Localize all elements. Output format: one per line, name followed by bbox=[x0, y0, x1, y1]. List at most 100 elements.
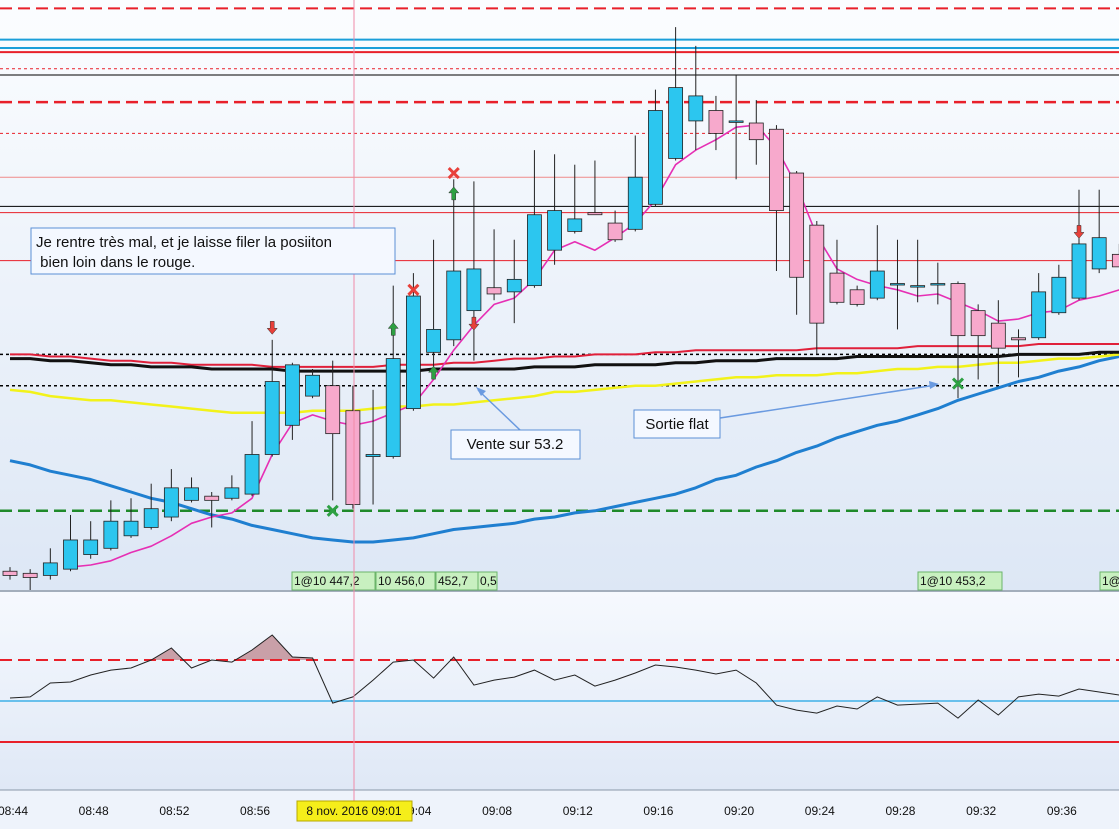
candle-body bbox=[789, 172, 805, 278]
trade-marker bbox=[447, 166, 460, 180]
trade-box bbox=[477, 571, 498, 591]
trade-label: 0,5 bbox=[480, 574, 497, 588]
candle-body bbox=[244, 454, 260, 495]
trade-marker bbox=[1073, 225, 1085, 239]
x-tick-label: 09:08 bbox=[482, 804, 512, 818]
oscillator-line bbox=[9, 634, 1119, 719]
overbought-fill bbox=[10, 635, 1119, 661]
candle-body bbox=[930, 283, 946, 286]
x-tick-label: 09:36 bbox=[1047, 804, 1077, 818]
trade-box bbox=[375, 571, 436, 591]
candle-body bbox=[910, 285, 926, 288]
candle-body bbox=[769, 128, 784, 211]
axis-layer: 08:44 08:48 08:52 08:56 09:04 09:08 09:12 09:16… bbox=[0, 804, 1077, 818]
candle-body bbox=[123, 520, 139, 537]
candle-body bbox=[547, 210, 562, 251]
x-tick-label: 09:20 bbox=[724, 804, 754, 818]
trade-marker bbox=[428, 365, 440, 380]
candle-body bbox=[184, 487, 199, 501]
indicator-line bbox=[10, 343, 1119, 368]
candle-body bbox=[688, 95, 704, 122]
candle-body bbox=[668, 87, 684, 159]
candle-body bbox=[284, 364, 300, 426]
candle-body bbox=[1091, 237, 1107, 270]
candle-body bbox=[405, 295, 421, 410]
candle-body bbox=[728, 120, 744, 123]
cursor-time: 8 nov. 2016 09:01 bbox=[296, 800, 413, 822]
x-tick-label: 08:44 bbox=[0, 804, 28, 818]
arrow bbox=[477, 389, 521, 431]
trade-label: 1@10 453,2 bbox=[920, 574, 986, 588]
exit-box bbox=[633, 409, 721, 439]
candle-body bbox=[1111, 253, 1119, 268]
annotation-sell: Vente sur 53.2 bbox=[450, 387, 581, 460]
trade-box bbox=[1099, 571, 1119, 591]
candle-body bbox=[446, 270, 462, 341]
candle-body bbox=[365, 454, 381, 457]
trade-marker bbox=[468, 316, 480, 331]
candle-body bbox=[869, 270, 885, 299]
candle-body bbox=[1031, 291, 1047, 339]
arrow-head bbox=[476, 387, 486, 396]
x-tick-label: 09:28 bbox=[885, 804, 915, 818]
trade-marker bbox=[951, 377, 965, 390]
sell-label: Vente sur 53.2 bbox=[467, 436, 564, 453]
x-tick-label: 09:24 bbox=[805, 804, 835, 818]
indicator-line bbox=[9, 353, 1119, 415]
x-tick-label: 08:52 bbox=[159, 804, 189, 818]
annotation-note: Je rentre très mal, et je laisse filer l… bbox=[30, 227, 396, 275]
candle-body bbox=[708, 110, 724, 134]
candle-body bbox=[1071, 243, 1087, 299]
candle-body bbox=[506, 278, 522, 293]
time-axis bbox=[0, 790, 1119, 829]
x-tick-label: 09:12 bbox=[563, 804, 593, 818]
indicator-line bbox=[70, 124, 1119, 568]
candle-body bbox=[1051, 276, 1067, 314]
trade-label: 10 456,0 bbox=[378, 574, 425, 588]
candle-body bbox=[950, 283, 966, 337]
candle-body bbox=[264, 381, 280, 455]
candle-body bbox=[607, 222, 623, 241]
candle-body bbox=[22, 572, 38, 578]
trade-marker bbox=[407, 283, 420, 296]
note-box bbox=[30, 227, 396, 275]
candle-body bbox=[2, 570, 18, 576]
x-tick-label: 08:48 bbox=[79, 804, 109, 818]
indicator-line bbox=[10, 350, 1119, 373]
candle-body bbox=[970, 310, 986, 337]
x-tick-label: 09:32 bbox=[966, 804, 996, 818]
candle-body bbox=[426, 328, 441, 353]
cursor-label: 8 nov. 2016 09:01 bbox=[306, 804, 402, 818]
exit-label: Sortie flat bbox=[645, 416, 709, 433]
candle-body bbox=[163, 487, 179, 518]
cursor-box bbox=[296, 800, 413, 822]
candle-body bbox=[385, 358, 401, 457]
candle-body bbox=[486, 287, 502, 295]
candle-body bbox=[527, 214, 542, 287]
oscillator-layer bbox=[0, 634, 1119, 744]
x-tick-label: 08:56 bbox=[240, 804, 270, 818]
trade-marker bbox=[326, 504, 339, 517]
candle-body bbox=[345, 410, 361, 505]
candle-body bbox=[466, 268, 482, 312]
candle-body bbox=[809, 224, 825, 324]
x-tick-label: 09:16 bbox=[643, 804, 673, 818]
candle-body bbox=[305, 374, 320, 397]
arrow-head bbox=[929, 381, 939, 389]
candle-body bbox=[1011, 337, 1026, 341]
arrow bbox=[719, 384, 937, 419]
trade-label: 1@10 447,2 bbox=[294, 574, 360, 588]
candle-body bbox=[143, 508, 159, 528]
trade-label: 1@ bbox=[1102, 574, 1119, 588]
note-line: bien loin dans le rouge. bbox=[36, 254, 195, 271]
candle-body bbox=[890, 283, 905, 286]
indicator-line bbox=[9, 355, 1119, 544]
candle-body bbox=[42, 562, 58, 576]
trade-label: 452,7 bbox=[438, 574, 468, 588]
candle-body bbox=[748, 122, 764, 141]
candle-body bbox=[990, 322, 1006, 349]
candle-body bbox=[83, 539, 99, 555]
trade-marker bbox=[266, 321, 278, 335]
candle-body bbox=[587, 212, 603, 216]
